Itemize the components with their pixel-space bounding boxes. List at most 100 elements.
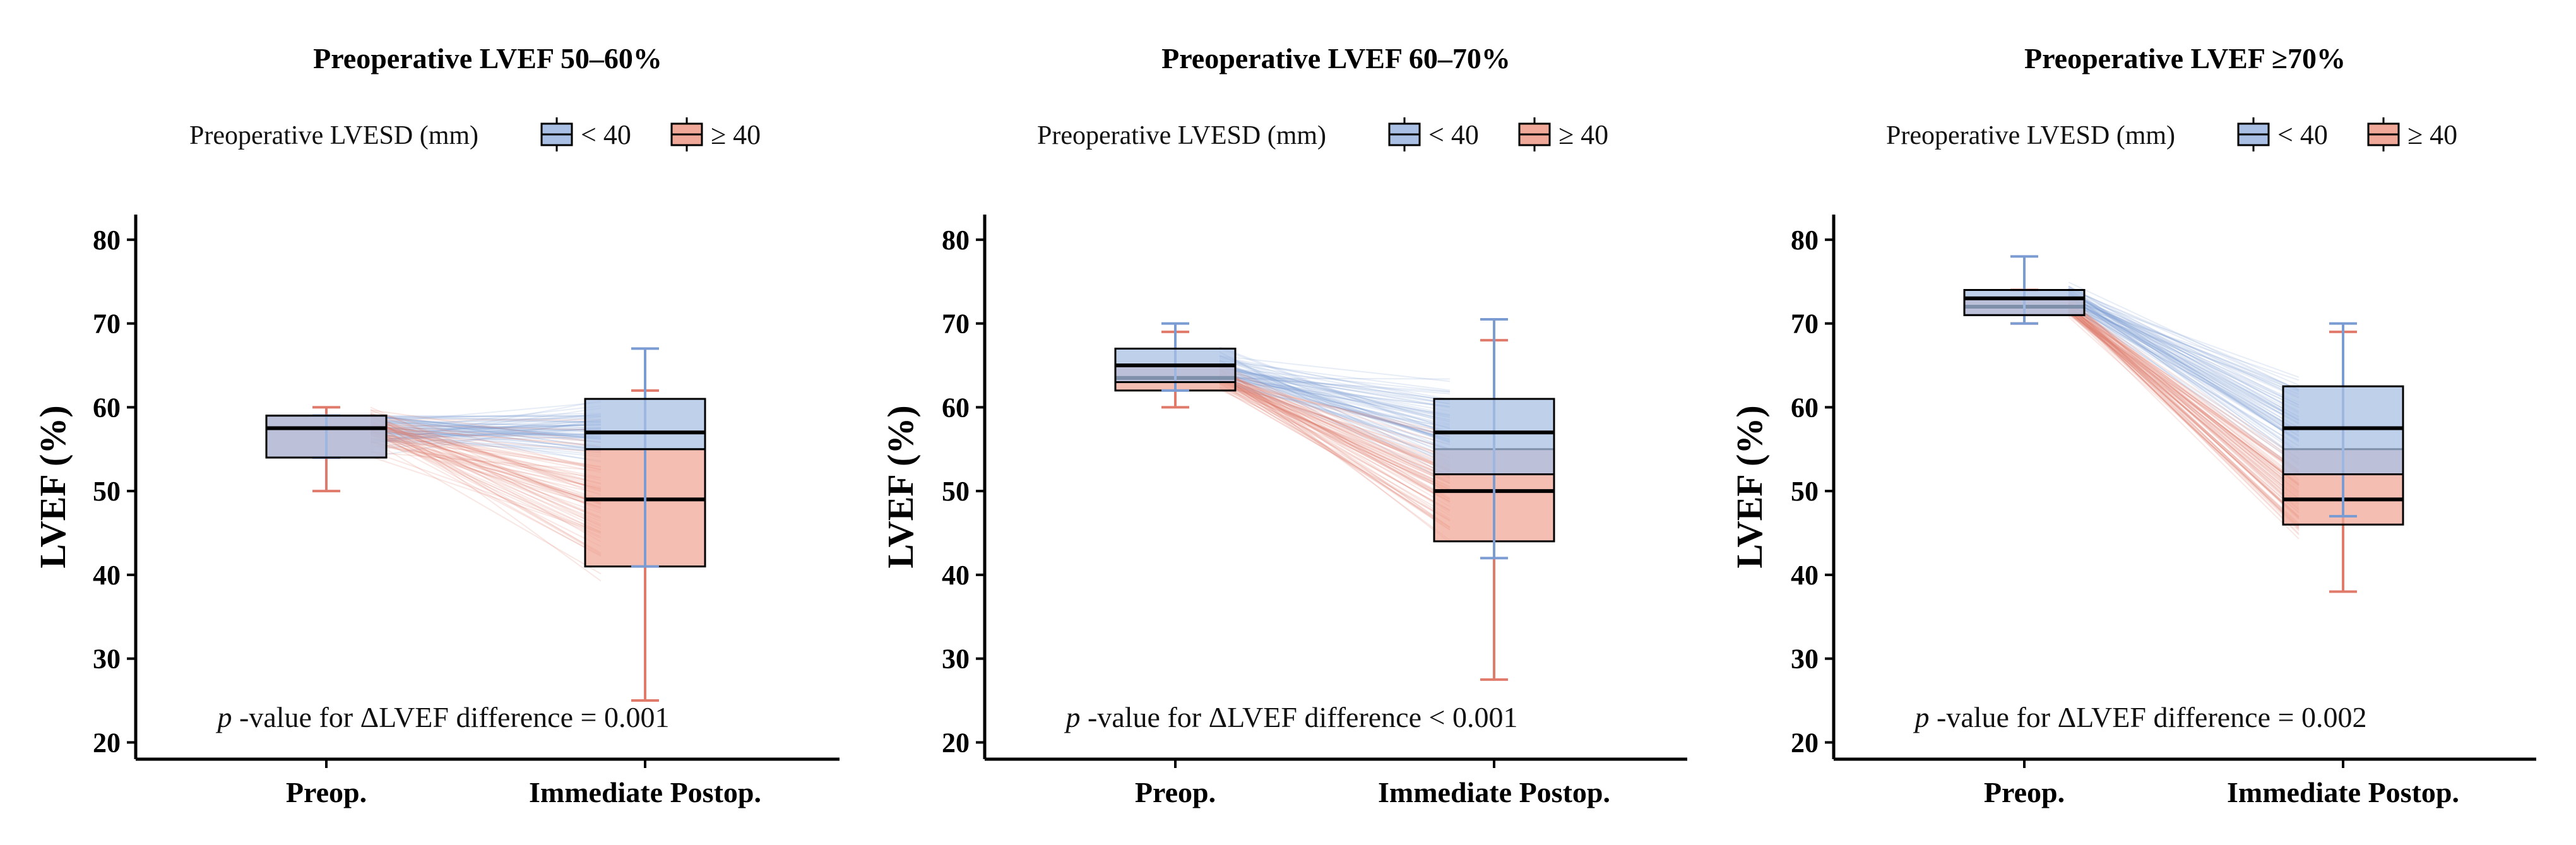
patient-line-ge40 (2068, 311, 2300, 492)
patient-line-lt40 (370, 420, 602, 429)
patient-line-lt40 (1219, 365, 1451, 421)
patient-line-ge40 (1219, 374, 1451, 507)
patient-line-ge40 (370, 432, 602, 535)
patient-line-ge40 (1219, 381, 1451, 470)
patient-line-lt40 (2068, 304, 2300, 425)
y-tick-label: 80 (93, 225, 121, 256)
patient-line-ge40 (2068, 304, 2300, 507)
patient-line-lt40 (2068, 295, 2300, 459)
patient-line-ge40 (370, 425, 602, 447)
patient-line-lt40 (2068, 303, 2300, 466)
patient-line-lt40 (1219, 376, 1451, 418)
patient-line-lt40 (1219, 360, 1451, 405)
patient-line-lt40 (2068, 291, 2300, 465)
patient-line-lt40 (370, 430, 602, 440)
patient-line-ge40 (370, 416, 602, 490)
patient-line-ge40 (1219, 377, 1451, 466)
patient-line-ge40 (1219, 381, 1451, 484)
patient-line-ge40 (370, 421, 602, 555)
legend-entry-label: ≥ 40 (711, 119, 761, 150)
y-tick-label: 50 (1791, 476, 1819, 507)
patient-line-ge40 (370, 429, 602, 504)
patient-line-lt40 (370, 427, 602, 451)
axes: 20 30 40 50 60 70 80 LVEF (%) Preop. Immediate Po… (1729, 215, 2536, 808)
patient-lines (2068, 281, 2300, 540)
patient-line-lt40 (370, 428, 602, 449)
box (1963, 288, 2086, 316)
box (2282, 385, 2404, 476)
patient-line-lt40 (1219, 355, 1451, 457)
patient-line-ge40 (2068, 300, 2300, 485)
patient-line-ge40 (370, 427, 602, 473)
patient-line-lt40 (2068, 297, 2300, 399)
patient-line-lt40 (1219, 371, 1451, 426)
patient-line-ge40 (370, 424, 602, 485)
patient-line-lt40 (2068, 304, 2300, 436)
patient-line-lt40 (370, 415, 602, 440)
patient-line-lt40 (2068, 300, 2300, 417)
patient-line-ge40 (1219, 373, 1451, 499)
patient-line-lt40 (370, 423, 602, 433)
patient-line-ge40 (370, 422, 602, 468)
patient-line-ge40 (2068, 308, 2300, 518)
patient-line-lt40 (1219, 368, 1451, 440)
patient-line-lt40 (370, 440, 602, 452)
patient-line-lt40 (370, 419, 602, 451)
patient-line-ge40 (2068, 302, 2300, 493)
patient-line-ge40 (1219, 381, 1451, 434)
patient-line-lt40 (1219, 360, 1451, 391)
patient-line-lt40 (370, 416, 602, 423)
patient-line-lt40 (2068, 307, 2300, 434)
legend-entry-label: < 40 (2277, 119, 2328, 150)
patient-line-lt40 (1219, 375, 1451, 430)
patient-line-lt40 (2068, 289, 2300, 437)
patient-line-ge40 (1219, 382, 1451, 471)
patient-line-lt40 (370, 415, 602, 418)
patient-line-ge40 (1219, 369, 1451, 528)
patient-line-lt40 (370, 412, 602, 420)
patient-line-lt40 (2068, 298, 2300, 406)
box (584, 398, 706, 451)
x-tick-label: Preop. (1984, 776, 2065, 808)
patient-line-ge40 (1219, 384, 1451, 503)
patient-line-lt40 (1219, 373, 1451, 427)
patient-line-ge40 (1219, 387, 1451, 490)
patient-line-ge40 (370, 415, 602, 509)
box (1433, 398, 1555, 476)
patient-line-lt40 (1219, 375, 1451, 438)
patient-line-ge40 (370, 430, 602, 533)
patient-line-lt40 (1219, 379, 1451, 467)
panel-title: Preoperative LVEF 50–60% (313, 42, 662, 74)
patient-line-ge40 (370, 423, 602, 482)
y-tick-label: 80 (1791, 225, 1819, 256)
patient-line-ge40 (2068, 313, 2300, 472)
patient-line-ge40 (1219, 364, 1451, 477)
patient-line-ge40 (2068, 305, 2300, 509)
patient-line-ge40 (2068, 307, 2300, 529)
patient-line-ge40 (370, 428, 602, 526)
patient-line-ge40 (1219, 370, 1451, 485)
y-tick-label: 80 (942, 225, 970, 256)
y-tick-label: 30 (1791, 644, 1819, 675)
patient-line-lt40 (370, 423, 602, 444)
patient-line-lt40 (1219, 369, 1451, 443)
patient-line-lt40 (1219, 367, 1451, 409)
patient-line-ge40 (2068, 302, 2300, 498)
patient-line-ge40 (1219, 377, 1451, 529)
patient-line-ge40 (370, 422, 602, 491)
patient-line-ge40 (2068, 295, 2300, 511)
patient-line-lt40 (1219, 363, 1451, 462)
patient-line-lt40 (370, 401, 602, 424)
patient-line-lt40 (2068, 304, 2300, 432)
panel-2: Preoperative LVEF 60–70% Preoperative LVE… (880, 42, 1687, 808)
patient-line-ge40 (2068, 302, 2300, 503)
patient-line-lt40 (2068, 302, 2300, 441)
legend-title: Preoperative LVESD (mm) (1886, 121, 2175, 150)
patient-line-ge40 (2068, 305, 2300, 526)
p-label: p (216, 701, 232, 733)
patient-line-ge40 (1219, 379, 1451, 488)
patient-line-ge40 (370, 412, 602, 528)
patient-line-lt40 (1219, 378, 1451, 463)
patient-line-lt40 (370, 417, 602, 452)
patient-line-lt40 (1219, 352, 1451, 466)
